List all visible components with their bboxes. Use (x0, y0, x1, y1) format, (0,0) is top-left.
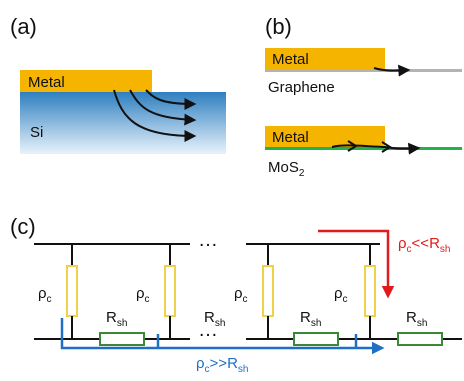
rho-c-label-1: ρc (38, 285, 52, 305)
rsh-label-4: Rsh (406, 309, 427, 329)
mos2-arrowhead-2 (381, 141, 392, 153)
panel-c: (c) … … ρc ρc (10, 214, 462, 375)
graphene-layer (265, 69, 462, 72)
metal-contact-graphene (265, 48, 385, 69)
sheet-resistor-2 (293, 332, 339, 346)
branch-3 (262, 244, 274, 339)
blue-current-path (60, 318, 385, 355)
contact-resistor-2 (164, 265, 176, 317)
blue-condition-label: ρc>>Rsh (196, 355, 248, 375)
rsh-label-1: Rsh (106, 309, 127, 329)
current-arrow-3 (113, 89, 197, 142)
ellipsis-top: … (198, 229, 218, 251)
current-arrow-1 (145, 89, 197, 110)
graphene-current-arrow (373, 64, 411, 77)
silicon-substrate (20, 92, 226, 154)
mos2-current-arrow (331, 142, 421, 155)
contact-resistor-1 (66, 265, 78, 317)
mos2-layer (265, 147, 462, 150)
panel-c-label: (c) (10, 214, 36, 239)
rsh-label-3: Rsh (300, 309, 321, 329)
metal-label-a: Metal (28, 74, 65, 91)
metal-label-graphene: Metal (272, 51, 309, 68)
rsh-label-2: Rsh (204, 309, 225, 329)
current-arrow-2 (129, 89, 197, 126)
metal-contact-mos2 (265, 126, 385, 147)
panel-b-label: (b) (265, 14, 292, 39)
metal-contact-a (20, 70, 152, 92)
rho-c-label-2: ρc (136, 285, 150, 305)
sheet-resistor-1 (99, 332, 145, 346)
contact-resistor-4 (364, 265, 376, 317)
panel-b: (b) Metal Graphene Metal MoS2 (265, 14, 462, 179)
branch-4 (364, 244, 376, 339)
rho-c-label-3: ρc (234, 285, 248, 305)
sheet-resistor-3 (397, 332, 443, 346)
graphene-label: Graphene (268, 79, 335, 96)
panel-a: (a) Metal Si (10, 14, 226, 154)
panel-a-label: (a) (10, 14, 37, 39)
contact-resistor-3 (262, 265, 274, 317)
silicon-label: Si (30, 124, 43, 141)
branch-2 (164, 244, 176, 339)
mos2-label: MoS2 (268, 159, 305, 179)
mos2-arrowhead-1 (347, 140, 358, 152)
red-current-arrow (318, 229, 395, 299)
metal-label-mos2: Metal (272, 129, 309, 146)
red-condition-label: ρc<<Rsh (398, 235, 450, 255)
branch-1 (66, 244, 78, 339)
ellipsis-bottom: … (198, 319, 218, 341)
rho-c-label-4: ρc (334, 285, 348, 305)
